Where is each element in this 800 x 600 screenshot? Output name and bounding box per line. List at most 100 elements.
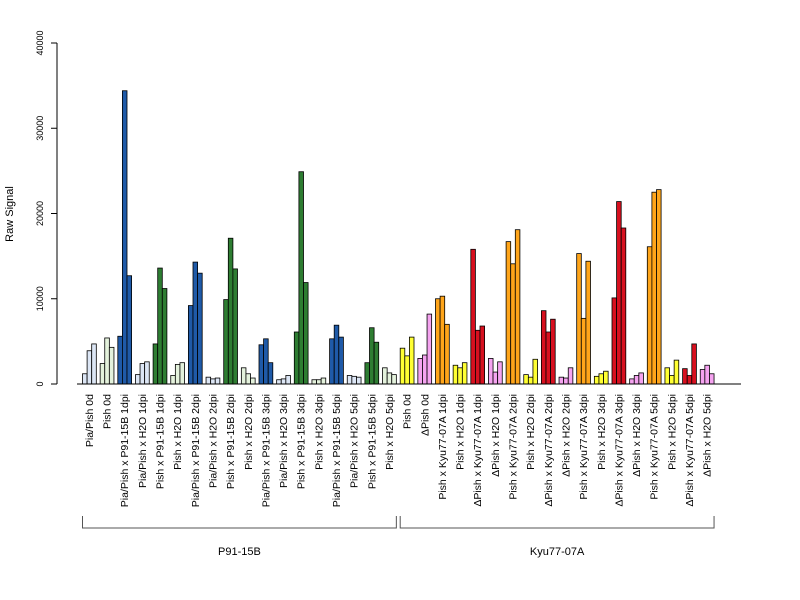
bars — [82, 90, 715, 385]
x-tick-label: Pia/Pish x P91-15B 2dpi — [190, 394, 202, 507]
x-tick-label: Pish 0d — [402, 394, 414, 429]
bar — [187, 305, 194, 385]
bar — [386, 372, 393, 385]
bar — [417, 358, 423, 385]
bar — [152, 343, 159, 385]
x-tick-label: Pish x P91-15B 1dpi — [155, 394, 167, 489]
bar — [91, 343, 97, 385]
bar — [646, 246, 653, 385]
y-axis-label: Raw Signal — [4, 186, 16, 242]
group-bracket — [82, 516, 397, 529]
x-tick-label: Pia/Pish x H2O 2dpi — [207, 394, 219, 488]
bar — [629, 378, 635, 385]
bar — [161, 288, 168, 385]
bar — [545, 331, 551, 385]
y-tick-label: 40000 — [35, 30, 45, 55]
y-tick-label: 20000 — [35, 201, 45, 226]
bar — [346, 375, 353, 385]
bar — [669, 375, 675, 385]
x-tick-label: Pish x H2O 5dpi — [384, 394, 396, 470]
bar — [691, 343, 697, 385]
x-tick-label: ΔPish 0d — [419, 394, 431, 436]
bar — [709, 373, 715, 385]
bar — [245, 373, 251, 385]
bar — [505, 241, 512, 385]
bar — [179, 362, 185, 385]
bar — [492, 371, 499, 385]
bar — [86, 350, 93, 385]
bar — [240, 367, 247, 385]
bar — [541, 310, 547, 385]
bar — [356, 376, 362, 385]
bar — [651, 191, 657, 385]
bar — [391, 374, 397, 385]
x-tick-label: Pish x H2O 3dpi — [313, 394, 325, 470]
bar — [404, 355, 410, 385]
bar — [452, 364, 459, 385]
bar — [122, 90, 128, 385]
bar — [280, 378, 287, 385]
bar — [673, 359, 680, 385]
bar — [276, 379, 282, 385]
bar — [457, 367, 463, 385]
bar — [603, 370, 609, 385]
bar — [488, 358, 494, 385]
bar — [563, 377, 569, 385]
bar — [593, 375, 600, 385]
x-tick-label: ΔPish x H2O 3dpi — [631, 394, 643, 477]
group-bracket-label: P91-15B — [218, 546, 261, 558]
group-bracket-label: Kyu77-07A — [530, 546, 585, 558]
bar — [470, 248, 476, 385]
x-tick-label: ΔPish x Kyu77-07A 2dpi — [543, 394, 555, 507]
bar — [82, 373, 88, 385]
x-tick-label: Pish x Kyu77-07A 2dpi — [508, 394, 520, 500]
bar — [704, 364, 710, 385]
bar — [656, 189, 662, 385]
bar — [104, 337, 110, 385]
x-tick-label: Pish x H2O 1dpi — [455, 394, 467, 470]
bar — [303, 282, 309, 385]
x-tick-label: Pish x P91-15B 2dpi — [225, 394, 237, 489]
bar — [558, 376, 565, 385]
bar — [580, 317, 587, 385]
x-tick-label: Pish x H2O 1dpi — [172, 394, 184, 470]
bar — [311, 379, 317, 385]
bar — [316, 379, 322, 385]
bar — [444, 323, 450, 385]
bar — [267, 362, 274, 385]
x-tick-label: Pia/Pish 0d — [84, 394, 96, 447]
bar — [479, 325, 485, 385]
bar — [439, 295, 446, 385]
bar — [99, 363, 106, 385]
bar — [611, 297, 617, 385]
bar — [135, 374, 141, 385]
x-tick-label: Pish 0d — [102, 394, 114, 429]
x-tick-label: ΔPish x H2O 1dpi — [490, 394, 502, 477]
x-tick-label: ΔPish x Kyu77-07A 1dpi — [472, 394, 484, 507]
bar — [474, 329, 481, 385]
bar — [157, 267, 163, 385]
bar — [329, 338, 335, 385]
x-tick-label: Pish x H2O 2dpi — [243, 394, 255, 470]
bar — [170, 375, 176, 385]
bar — [682, 368, 688, 385]
x-tick-label: Pish x H2O 5dpi — [666, 394, 678, 470]
bar — [126, 275, 132, 385]
bar — [422, 354, 428, 385]
bar — [285, 375, 291, 385]
bar — [214, 377, 221, 385]
x-tick-label: Pish x Kyu77-07A 1dpi — [437, 394, 449, 500]
x-tick-label: ΔPish x H2O 5dpi — [702, 394, 714, 477]
bar — [351, 375, 357, 385]
bar — [616, 201, 622, 385]
x-tick-labels: Pia/Pish 0d Pish 0d Pia/Pish x P91-15B 1dp… — [84, 394, 714, 507]
bar — [197, 272, 203, 385]
bar — [117, 335, 123, 385]
bar — [527, 376, 534, 385]
x-tick-label: Pia/Pish x H2O 5dpi — [349, 394, 361, 488]
bar — [699, 369, 706, 385]
bar — [298, 171, 304, 385]
bar — [550, 318, 556, 385]
group-bracket — [399, 516, 715, 529]
x-tick-label: Pia/Pish x H2O 3dpi — [278, 394, 290, 488]
